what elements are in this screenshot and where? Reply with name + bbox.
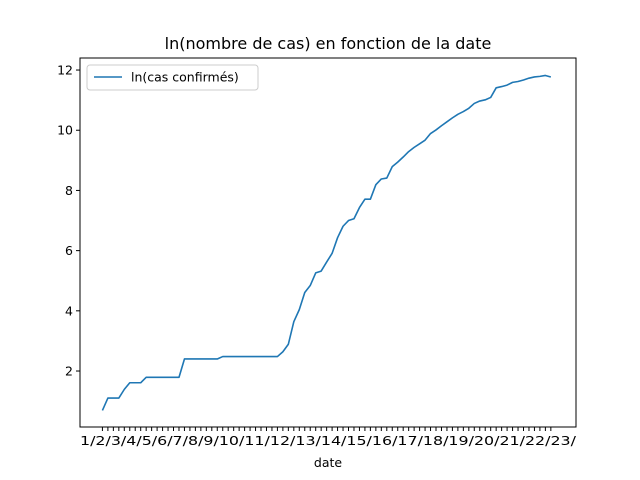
x-axis-label: date bbox=[314, 455, 342, 470]
series-line bbox=[101, 74, 552, 411]
chart-title: ln(nombre de cas) en fonction de la date bbox=[165, 34, 492, 53]
axes-frame bbox=[79, 57, 577, 428]
y-tick-label: 10 bbox=[57, 123, 73, 138]
x-tick-labels: 1/2/3/4/5/6/7/8/9/10/11/12/13/14/15/16/1… bbox=[80, 434, 577, 448]
legend-box bbox=[86, 64, 259, 91]
y-tick-label: 2 bbox=[65, 364, 73, 379]
y-tick-label: 4 bbox=[65, 303, 73, 318]
y-tick-label: 8 bbox=[65, 183, 73, 198]
y-tick-label: 12 bbox=[57, 63, 73, 78]
plot-area: 2 4 6 8 10 12 1/2/3/4/5/6/7/8/9/10/11/12/13/14… bbox=[57, 57, 577, 448]
y-tick-label: 6 bbox=[65, 243, 73, 258]
legend-label: ln(cas confirmés) bbox=[131, 70, 239, 85]
